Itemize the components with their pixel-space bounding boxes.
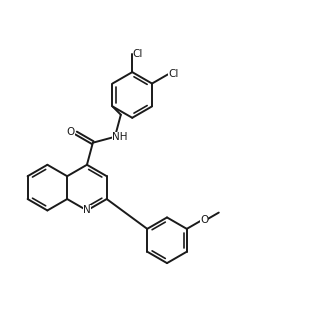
Text: NH: NH	[112, 133, 127, 142]
Text: O: O	[67, 127, 75, 137]
Text: Cl: Cl	[133, 49, 143, 59]
Text: Cl: Cl	[168, 69, 179, 79]
Text: O: O	[200, 215, 208, 225]
Text: N: N	[83, 205, 91, 215]
